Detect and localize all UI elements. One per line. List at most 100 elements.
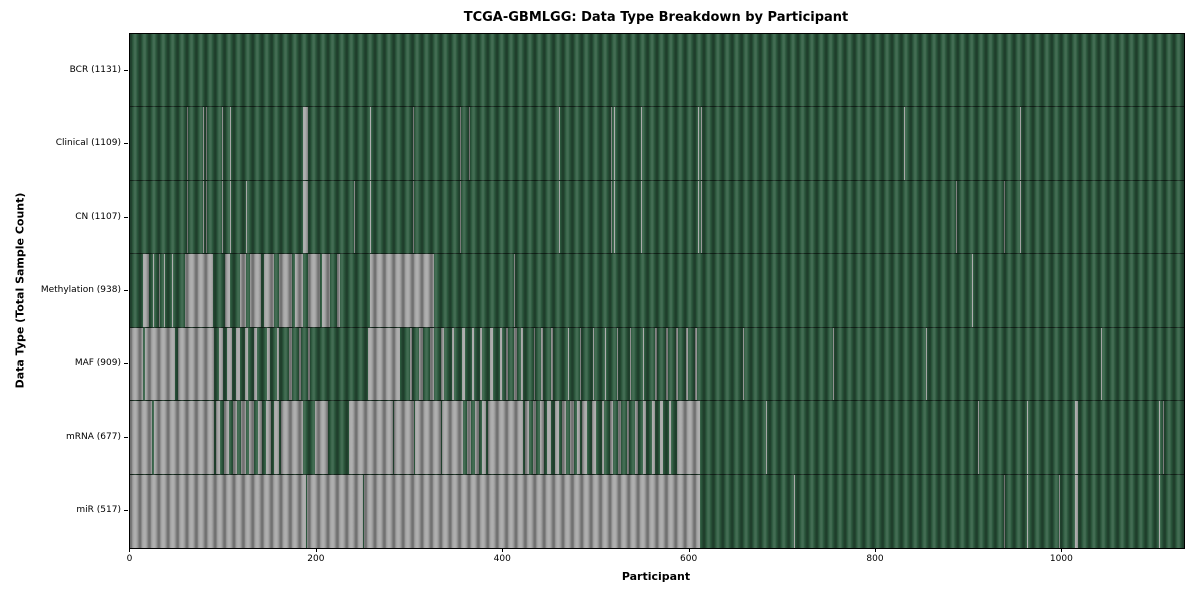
absent-stripe [459,180,461,254]
absent-stripe [229,107,231,180]
absent-stripe [592,401,596,474]
absent-stripe [442,401,463,474]
absent-stripe [1101,327,1103,401]
absent-stripe [250,254,262,327]
absent-stripe [1059,474,1061,548]
y-tick-label-CN: CN (1107) [75,211,121,222]
absent-stripe [244,327,249,401]
absent-stripe [765,401,767,474]
rows-container [130,34,1184,548]
x-tick-label-600: 600 [680,554,698,564]
absent-stripe [832,327,834,401]
absent-stripe [499,327,502,401]
absent-stripe [513,254,515,327]
absent-stripe [581,401,587,474]
absent-stripe [1019,107,1021,180]
absent-stripe [551,327,554,401]
absent-stripe [580,327,582,401]
absent-stripe [130,327,144,401]
absent-stripe [294,254,304,327]
row-MAF [130,327,1184,402]
absent-stripe [413,180,415,254]
absent-stripe [363,474,701,548]
absent-stripe [533,327,536,401]
absent-stripe [218,327,224,401]
absent-stripe [617,327,619,401]
absent-stripe [264,254,274,327]
absent-stripe [143,254,149,327]
row-CN [130,180,1184,255]
y-tick-label-mRNA: mRNA (677) [66,431,121,442]
absent-stripe [701,107,703,180]
absent-stripe [698,180,700,254]
absent-stripe [513,327,517,401]
absent-stripe [257,401,263,474]
absent-stripe [409,327,413,401]
absent-stripe [605,327,607,401]
absent-stripe [609,401,613,474]
absent-stripe [547,401,552,474]
absent-stripe [562,401,567,474]
absent-stripe [225,254,230,327]
absent-stripe [618,401,622,474]
absent-stripe [222,180,224,254]
absent-stripe [474,401,479,474]
absent-stripe [482,401,486,474]
absent-stripe [289,327,293,401]
absent-stripe [163,254,165,327]
x-tick-label-800: 800 [866,554,884,564]
absent-stripe [701,180,703,254]
absent-stripe [686,327,689,401]
y-tick-label-BCR: BCR (1131) [69,64,121,75]
absent-stripe [461,327,466,401]
absent-stripe [568,327,569,401]
absent-stripe [240,401,246,474]
absent-stripe [955,180,957,254]
absent-stripe [635,401,638,474]
absent-stripe [246,180,248,254]
x-tick-label-0: 0 [126,554,133,564]
x-tick-mark [688,548,690,552]
absent-stripe [280,401,304,474]
absent-stripe [610,180,612,254]
absent-stripe [459,107,461,180]
absent-stripe [274,401,280,474]
absent-stripe [451,327,455,401]
absent-stripe [904,107,906,180]
absent-stripe [972,254,974,327]
absent-stripe [229,180,231,254]
absent-stripe [369,107,371,180]
absent-stripe [266,401,271,474]
absent-stripe [202,107,204,180]
absent-stripe [489,327,494,401]
absent-stripe [630,327,632,401]
row-Clinical [130,107,1184,181]
absent-stripe [676,327,678,401]
absent-stripe [367,327,401,401]
absent-stripe [613,107,615,180]
absent-stripe [601,401,605,474]
absent-stripe [654,327,658,401]
absent-stripe [226,327,233,401]
absent-stripe [153,254,155,327]
absent-stripe [480,327,483,401]
x-tick-label-1000: 1000 [1049,554,1073,564]
x-tick-mark [315,548,317,552]
absent-stripe [232,401,238,474]
absent-stripe [558,107,560,180]
absent-stripe [336,254,340,327]
absent-stripe [415,401,442,474]
absent-stripe [743,327,745,401]
absent-stripe [467,401,472,474]
absent-stripe [418,327,423,401]
y-tick-label-miR: miR (517) [76,505,121,516]
absent-stripe [303,180,308,254]
absent-stripe [314,401,329,474]
absent-stripe [224,401,229,474]
absent-stripe [472,327,474,401]
absent-stripe [569,401,574,474]
absent-stripe [249,401,254,474]
plot-area: Present Absent [129,33,1185,549]
x-tick-label-200: 200 [307,554,325,564]
